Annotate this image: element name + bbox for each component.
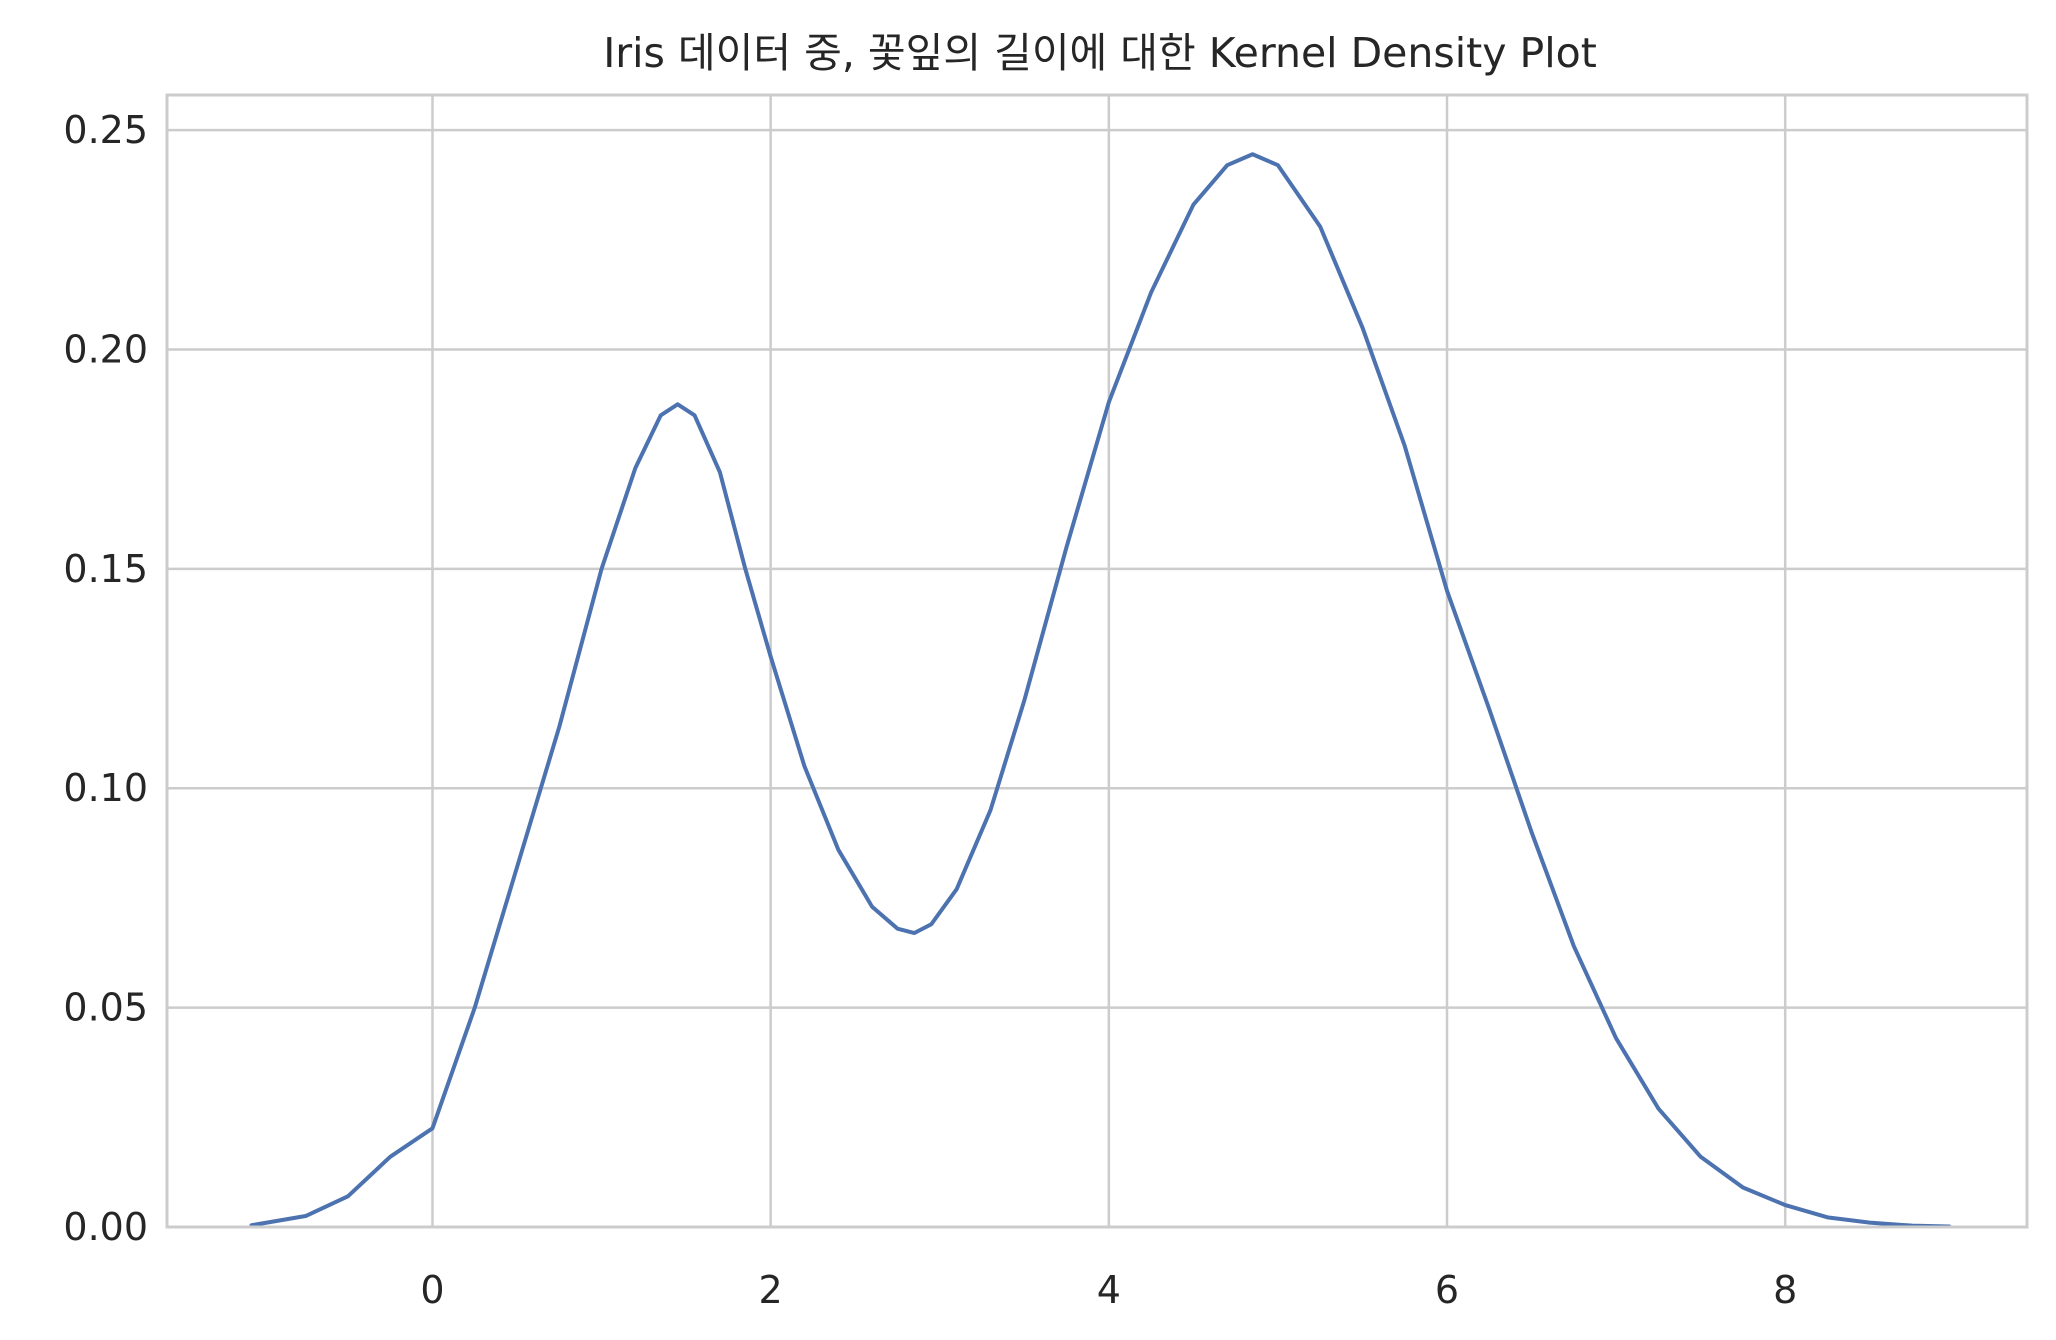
chart-title: Iris 데이터 중, 꽃잎의 길이에 대한 Kernel Density Pl… [603, 29, 1597, 77]
x-tick-label: 8 [1773, 1268, 1797, 1312]
y-tick-label: 0.15 [63, 547, 148, 591]
x-axis-ticks: 0 2 4 6 8 [420, 1268, 1797, 1312]
y-tick-label: 0.00 [63, 1205, 148, 1249]
axes-spines [165, 93, 2029, 1229]
y-tick-label: 0.10 [63, 766, 148, 810]
plot-frame [165, 93, 2029, 1229]
y-tick-label: 0.05 [63, 986, 148, 1030]
x-tick-label: 6 [1435, 1268, 1459, 1312]
y-axis-ticks: 0.00 0.05 0.10 0.15 0.20 0.25 [63, 108, 148, 1249]
density-line [249, 152, 1952, 1229]
series-layer [249, 152, 1952, 1229]
x-tick-label: 4 [1097, 1268, 1121, 1312]
x-tick-label: 0 [420, 1268, 444, 1312]
x-tick-label: 2 [759, 1268, 783, 1312]
y-tick-label: 0.25 [63, 108, 148, 152]
y-tick-label: 0.20 [63, 327, 148, 371]
